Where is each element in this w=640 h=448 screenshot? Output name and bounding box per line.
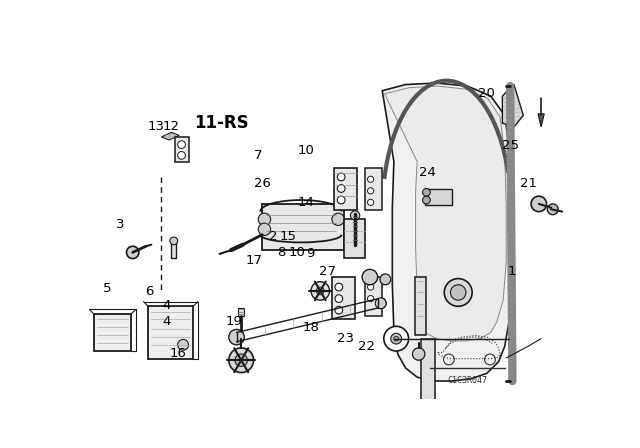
Polygon shape [538,114,544,127]
Circle shape [367,176,374,182]
Text: 10: 10 [297,144,314,157]
Text: 3: 3 [116,218,125,231]
Text: 27: 27 [319,265,337,278]
Text: 5: 5 [103,282,111,295]
Text: 24: 24 [419,166,436,179]
Circle shape [422,189,430,196]
Text: 4: 4 [163,314,171,327]
Circle shape [178,141,186,148]
Bar [415,277,426,335]
Text: 13: 13 [147,120,164,133]
Text: 12: 12 [163,121,179,134]
Circle shape [335,295,343,302]
Circle shape [444,279,472,306]
Bar [332,277,355,319]
Text: C1C3R047: C1C3R047 [447,375,488,385]
Circle shape [375,298,386,309]
Polygon shape [502,85,524,127]
Text: 9: 9 [307,247,315,260]
Circle shape [451,285,466,300]
Circle shape [380,274,391,285]
Circle shape [259,213,271,225]
Text: 20: 20 [478,87,495,100]
Circle shape [394,336,399,341]
Bar [175,137,189,162]
Bar [421,339,435,412]
Polygon shape [161,132,179,140]
Circle shape [367,199,374,206]
Text: 15: 15 [280,230,297,243]
Bar [334,168,358,210]
Text: 21: 21 [520,177,538,190]
Circle shape [170,237,178,245]
Circle shape [229,329,244,345]
Circle shape [367,284,374,290]
Text: 2: 2 [269,230,278,243]
Bar [425,189,452,206]
Text: 1: 1 [508,265,516,278]
Text: 17: 17 [245,254,262,267]
Circle shape [311,282,330,300]
Text: 25: 25 [502,139,518,152]
Circle shape [335,283,343,291]
Text: 6: 6 [145,285,154,298]
Bar [238,308,244,315]
Circle shape [351,211,360,220]
Circle shape [337,196,345,204]
Text: 11-RS: 11-RS [194,114,249,132]
Bar [262,204,344,250]
Circle shape [127,246,139,258]
Bar [365,168,382,210]
Text: 8: 8 [276,246,285,258]
Text: 14: 14 [297,196,314,209]
Circle shape [531,196,547,211]
Text: 26: 26 [254,177,271,190]
Circle shape [229,348,253,373]
Circle shape [367,296,374,302]
Circle shape [337,185,345,192]
Circle shape [412,348,425,360]
Text: 18: 18 [302,321,319,334]
Circle shape [335,306,343,314]
Text: 23: 23 [337,332,354,345]
Text: 22: 22 [358,340,375,353]
Circle shape [422,196,430,204]
Text: 19: 19 [225,314,242,327]
Polygon shape [385,86,506,341]
Bar [94,314,131,351]
Circle shape [362,269,378,285]
Polygon shape [382,83,513,381]
Circle shape [178,340,189,350]
Text: 4: 4 [163,299,171,312]
Circle shape [367,188,374,194]
Text: 10: 10 [288,246,305,258]
Bar [344,220,365,258]
Circle shape [391,333,402,344]
Circle shape [384,326,408,351]
Circle shape [332,213,344,225]
Text: 16: 16 [170,347,187,360]
Circle shape [547,204,558,215]
Bar [172,241,176,258]
Bar [365,277,382,315]
Circle shape [316,287,324,295]
Bar [148,306,193,359]
Circle shape [178,151,186,159]
Circle shape [235,354,248,366]
Circle shape [259,223,271,236]
Text: 7: 7 [254,149,263,162]
Circle shape [337,173,345,181]
